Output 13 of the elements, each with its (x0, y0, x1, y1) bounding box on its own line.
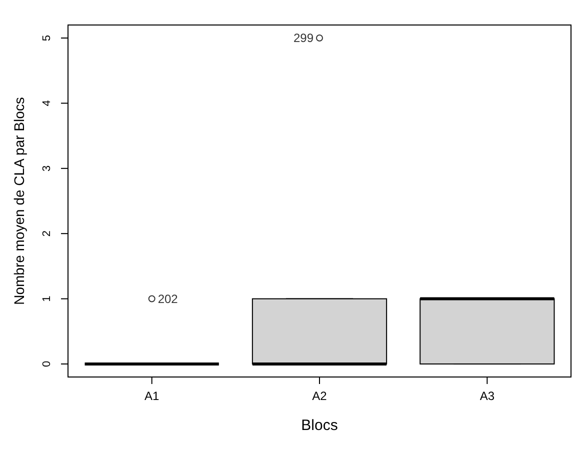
x-axis-title: Blocs (301, 417, 338, 434)
annotation: 202 (158, 292, 178, 306)
y-tick-label: 4 (41, 100, 53, 106)
y-tick-label: 5 (41, 34, 53, 42)
x-tick-label: A3 (480, 389, 495, 403)
y-tick-label: 2 (41, 230, 53, 237)
y-tick-label: 0 (41, 360, 53, 368)
y-tick-label: 1 (41, 296, 53, 302)
x-tick-label: A1 (144, 389, 160, 403)
y-axis-title: Nombre moyen de CLA par Blocs (11, 97, 27, 305)
y-tick-label: 3 (41, 165, 53, 172)
annotation: 299 (293, 31, 314, 46)
x-tick-label: A2 (312, 389, 328, 403)
